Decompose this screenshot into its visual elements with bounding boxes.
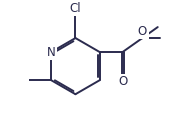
Text: O: O <box>138 25 147 38</box>
Text: Cl: Cl <box>70 2 81 15</box>
Text: O: O <box>119 76 128 88</box>
Text: N: N <box>47 46 56 59</box>
